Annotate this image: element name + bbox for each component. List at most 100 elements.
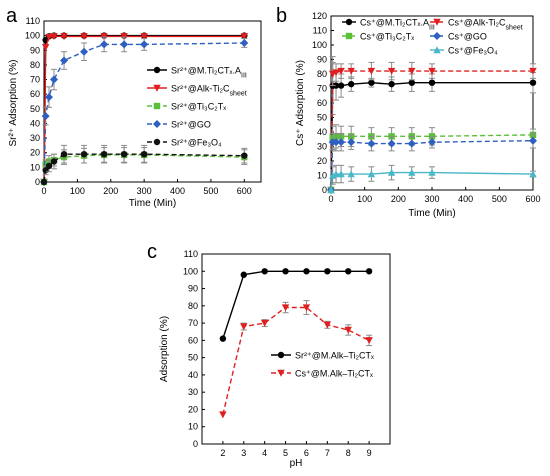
legend-marker <box>153 84 161 92</box>
legend-label: Cs⁺@M.Ti₂CTₓ.AIII <box>360 18 435 32</box>
x-tick-label: 8 <box>346 448 351 458</box>
panel-c-y-axis-title: Adsorption (%) <box>159 316 170 382</box>
legend-label: Sr²⁺@Fe₃O₄ <box>171 138 222 148</box>
data-point <box>100 40 109 49</box>
panel-a-legend: Sr²⁺@M.Ti₂CTₓ.AIII Sr²⁺@Alk-Ti₂Csheet Sr²⁺… <box>147 66 247 148</box>
data-point <box>140 33 148 41</box>
y-tick-label: 110 <box>313 26 327 36</box>
data-point <box>428 138 436 147</box>
x-tick-label: 100 <box>357 194 372 204</box>
series-line <box>330 70 533 191</box>
data-point <box>60 33 68 41</box>
panel-a-y-axis-title: Sr²⁺ Adsorption (%) <box>8 60 19 147</box>
x-tick-label: 400 <box>458 194 473 204</box>
legend-label: Sr²⁺@Alk-Ti₂Csheet <box>171 84 247 98</box>
panel-c-x-axis-title: pH <box>290 458 303 469</box>
data-point <box>50 75 59 84</box>
legend-label: Sr²⁺@GO <box>171 120 211 130</box>
data-point <box>120 40 129 49</box>
data-point <box>140 40 149 49</box>
data-point <box>332 69 340 77</box>
y-tick-label: 80 <box>317 69 327 79</box>
x-tick-label: 3 <box>241 448 246 458</box>
panel-letter-c: c <box>147 241 157 263</box>
y-tick-label: 110 <box>184 249 198 259</box>
y-tick-label: 20 <box>317 156 327 166</box>
data-point <box>365 268 373 275</box>
data-point <box>45 162 53 170</box>
x-tick-label: 0 <box>328 194 333 204</box>
data-point <box>45 33 53 41</box>
series-line <box>43 42 245 183</box>
data-point <box>387 168 396 176</box>
x-tick-label: 6 <box>304 448 309 458</box>
data-point <box>45 93 54 102</box>
y-tick-label: 80 <box>30 60 40 70</box>
data-point <box>347 170 355 178</box>
x-tick-label: 600 <box>525 194 540 204</box>
y-tick-label: 0 <box>35 177 40 187</box>
panel-b: 0 10 20 30 40 50 60 70 80 90 100 110 120 0 100 200 300 40… <box>295 11 541 219</box>
data-point <box>367 67 376 75</box>
data-point <box>367 139 376 148</box>
data-point <box>367 170 376 178</box>
y-tick-label: 70 <box>188 318 198 328</box>
x-tick-label: 300 <box>137 186 152 196</box>
data-point <box>407 139 416 148</box>
data-point <box>50 158 58 165</box>
panel-b-x-axis-title: Time (Min) <box>408 208 455 219</box>
data-point <box>529 136 537 145</box>
series-line <box>222 270 370 339</box>
data-point <box>60 56 69 65</box>
x-tick-label: 7 <box>325 448 330 458</box>
series-a-4 <box>40 144 248 186</box>
legend-marker <box>153 138 161 146</box>
x-tick-label: 500 <box>203 186 218 196</box>
data-point <box>219 411 227 419</box>
data-point <box>41 44 50 52</box>
data-point <box>281 304 290 312</box>
series-line <box>43 153 245 183</box>
legend-marker <box>433 46 441 54</box>
y-tick-label: 0 <box>322 185 327 195</box>
legend-label: Cs⁺@M.Alk–Ti₂CTₓ <box>295 369 373 379</box>
data-point <box>240 38 249 47</box>
data-point <box>345 268 352 275</box>
data-point <box>428 168 436 176</box>
data-point <box>344 326 352 334</box>
data-point <box>348 80 355 88</box>
series-line <box>330 134 534 191</box>
y-tick-label: 60 <box>188 335 198 345</box>
legend-label: Sr²⁺@M.Alk–Ti₂CTₓ <box>295 351 374 361</box>
data-point <box>529 67 537 75</box>
x-tick-label: 4 <box>262 448 267 458</box>
y-tick-label: 120 <box>312 11 327 21</box>
x-tick-label: 100 <box>70 186 85 196</box>
data-point <box>41 112 50 121</box>
x-tick-label: 500 <box>492 194 507 204</box>
x-tick-label: 200 <box>391 194 406 204</box>
data-point <box>408 67 416 75</box>
legend-marker <box>433 18 441 26</box>
data-point <box>219 335 227 342</box>
y-tick-label: 30 <box>317 142 327 152</box>
series-b-4 <box>327 164 537 194</box>
data-point <box>337 170 345 178</box>
legend-marker <box>277 351 285 359</box>
data-point <box>140 150 148 158</box>
legend-label: Sr²⁺@Ti₃C₂Tₓ <box>171 102 226 112</box>
data-point <box>324 268 331 275</box>
series-a-3 <box>40 36 249 186</box>
data-point <box>323 321 332 329</box>
x-tick-label: 0 <box>41 186 46 196</box>
y-tick-label: 70 <box>317 84 327 94</box>
data-point <box>260 319 269 327</box>
legend-marker <box>345 32 353 40</box>
data-point <box>337 138 346 147</box>
panel-a-x-axis-title: Time (Min) <box>129 198 176 209</box>
data-point <box>428 79 436 86</box>
data-point <box>368 79 375 86</box>
legend-marker <box>345 18 353 26</box>
data-point <box>347 67 355 75</box>
